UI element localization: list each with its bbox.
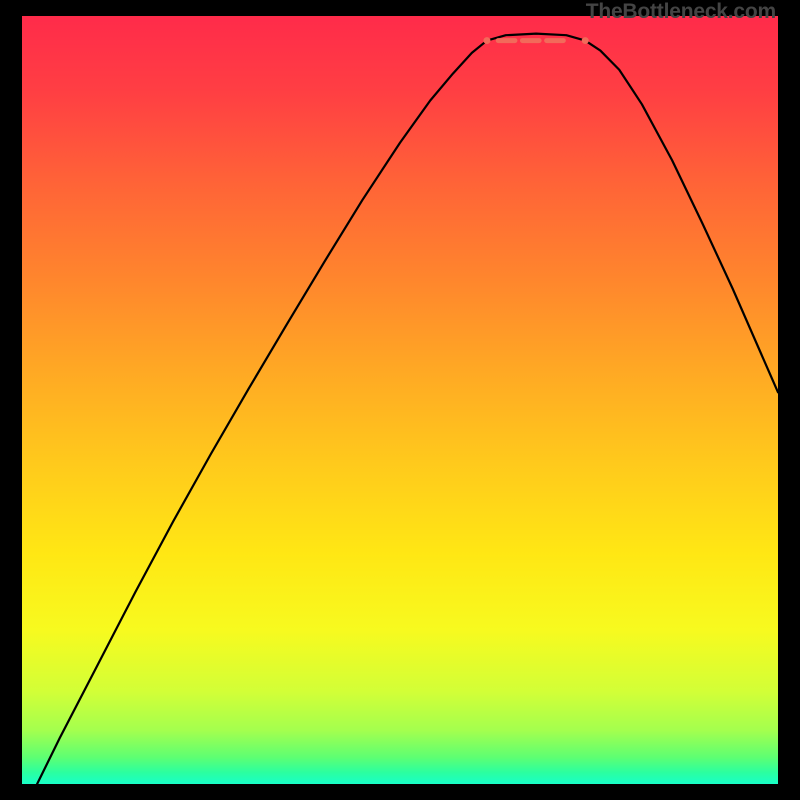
plot-area	[22, 16, 778, 784]
attribution-label: TheBottleneck.com	[586, 0, 776, 24]
bottleneck-curve	[37, 34, 778, 784]
chart-frame: TheBottleneck.com	[0, 0, 800, 800]
curve-layer	[22, 16, 778, 784]
